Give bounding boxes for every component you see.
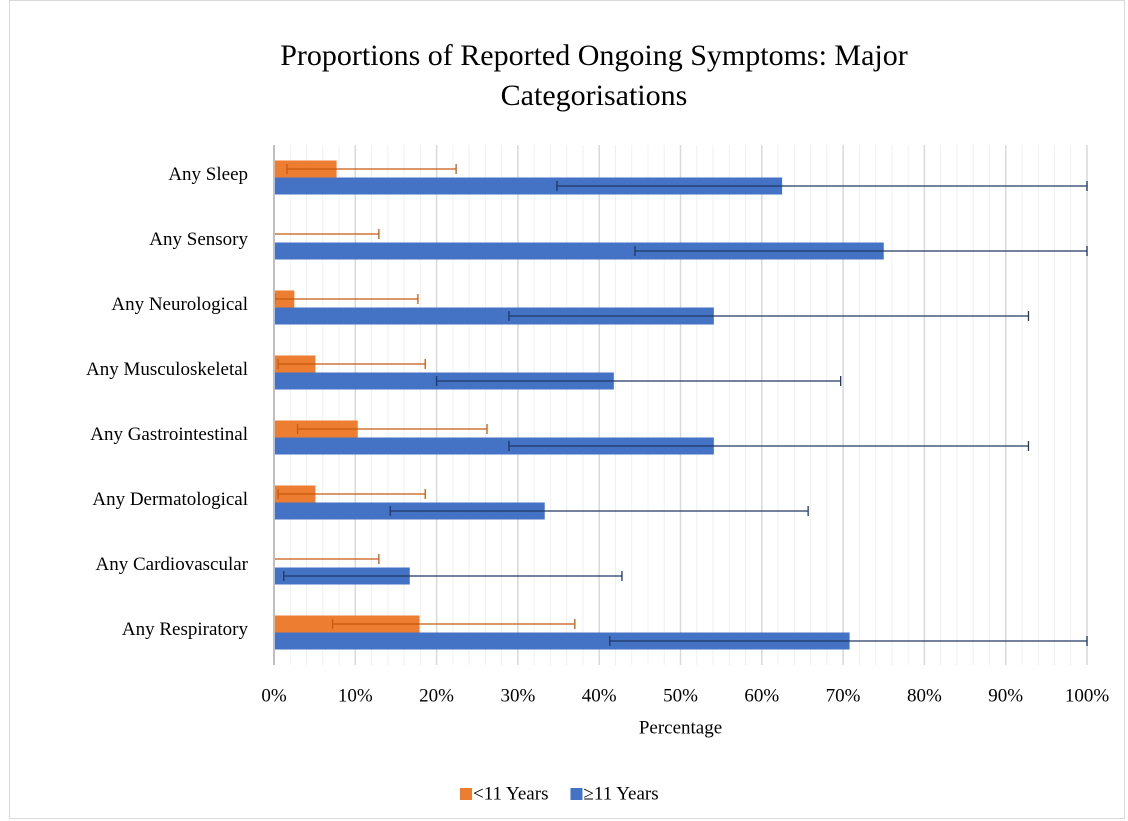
error-bar [508, 441, 1030, 451]
bar [274, 307, 714, 325]
error-bar [331, 619, 576, 629]
error-bar [634, 246, 1088, 256]
y-tick-label: Any Dermatological [92, 489, 248, 510]
error-bar [273, 554, 380, 564]
legend-swatch [570, 788, 583, 800]
error-bar [273, 229, 380, 239]
chart-frame [9, 0, 1125, 819]
y-tick-label: Any Respiratory [122, 619, 249, 640]
x-tick-label: 100% [1065, 685, 1110, 706]
error-bar [277, 359, 426, 369]
bar [274, 242, 884, 260]
x-axis-label: Percentage [639, 717, 722, 738]
x-tick-label: 50% [663, 685, 698, 706]
error-bar [508, 311, 1030, 321]
chart-title: Proportions of Reported Ongoing Symptoms… [280, 39, 908, 112]
error-bar [296, 424, 488, 434]
bar [274, 437, 714, 455]
x-tick-label: 0% [261, 685, 287, 706]
error-bar [556, 181, 1088, 191]
y-tick-label: Any Gastrointestinal [90, 424, 248, 445]
error-bar [283, 571, 623, 581]
error-bar [274, 294, 419, 304]
x-tick-label: 90% [988, 685, 1023, 706]
x-tick-label: 30% [500, 685, 535, 706]
x-tick-label: 40% [582, 685, 617, 706]
legend-label: <11 Years [473, 783, 548, 804]
error-bar [389, 506, 809, 516]
y-tick-label: Any Sleep [168, 164, 248, 185]
error-bar [277, 489, 426, 499]
x-tick-label: 60% [744, 685, 779, 706]
x-tick-label: 20% [419, 685, 454, 706]
error-bar [435, 376, 842, 386]
error-bar [286, 164, 457, 174]
legend-label: ≥11 Years [583, 783, 658, 804]
bar [274, 177, 783, 195]
bar [274, 632, 850, 650]
legend-swatch [460, 788, 472, 800]
y-tick-label: Any Sensory [149, 229, 248, 250]
x-tick-label: 10% [338, 685, 373, 706]
error-bar [609, 636, 1088, 646]
y-tick-label: Any Cardiovascular [96, 554, 249, 575]
x-tick-label: 80% [907, 685, 942, 706]
x-tick-label: 70% [826, 685, 861, 706]
y-tick-label: Any Neurological [111, 294, 248, 315]
y-tick-label: Any Musculoskeletal [86, 359, 248, 380]
